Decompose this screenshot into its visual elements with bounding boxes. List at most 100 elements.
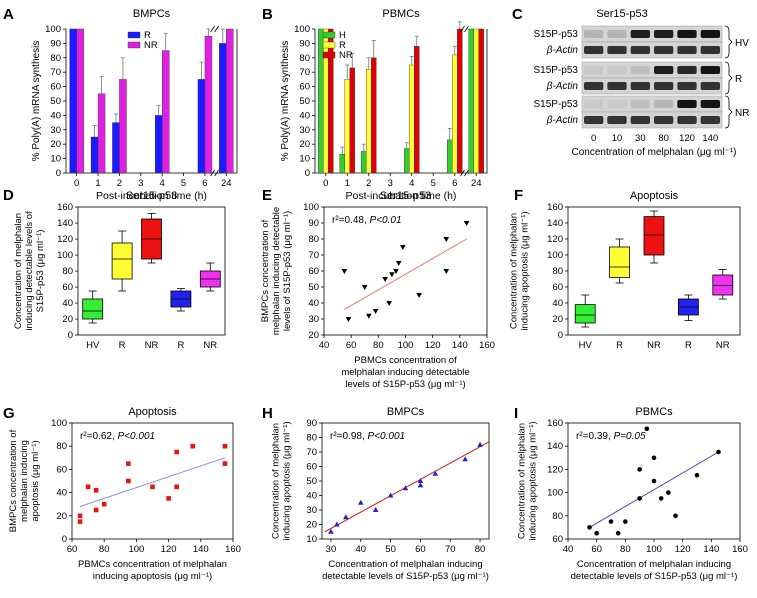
blot-band [700, 46, 720, 54]
bar-r-6 [197, 79, 206, 174]
x-tick-label: 0 [74, 178, 79, 189]
data-point [101, 501, 107, 507]
y-tick-label: 10 [299, 154, 310, 165]
y-tick-label: 60 [299, 82, 310, 93]
x-tick-label: 1 [95, 178, 100, 189]
y-tick-label: 60 [50, 82, 61, 93]
y-tick-label: 160 [57, 202, 73, 213]
x-axis-label: melphalan inducing detectable [341, 367, 469, 378]
bar-r-2 [112, 122, 120, 174]
y-tick-label: 100 [57, 250, 73, 261]
plot-frame [71, 422, 234, 540]
y-tick-label: 120 [547, 464, 563, 475]
data-point [126, 478, 131, 484]
bar-r-24 [219, 43, 227, 174]
data-point [150, 484, 155, 490]
data-point [432, 470, 439, 476]
blot-band [584, 30, 604, 38]
data-point [651, 478, 657, 484]
bar-r-1 [344, 79, 350, 174]
x-tick-label: 160 [225, 544, 241, 555]
data-point [389, 272, 395, 278]
data-point [222, 443, 228, 449]
axis-break-mark [210, 25, 215, 33]
axis-break-mark [464, 169, 469, 177]
x-axis-label: Post-incubation time (h) [346, 190, 457, 202]
y-tick-label: 20 [299, 139, 310, 150]
panel-letter-f: F [514, 187, 523, 204]
y-tick-label: 140 [547, 441, 563, 452]
panel-h-title: BMPCs [387, 406, 425, 418]
axis-break-mark [464, 25, 469, 33]
regression-line [344, 238, 467, 310]
y-tick-label: 60 [62, 282, 73, 293]
data-point [343, 514, 349, 520]
x-tick-label: 40 [563, 544, 574, 555]
y-tick-label: 30 [306, 505, 317, 516]
p-value: P<0.001 [368, 431, 406, 442]
x-tick-label: 120 [161, 544, 177, 555]
x-tick-label: 1 [345, 178, 350, 189]
blot-row-label: β-Actin [546, 45, 579, 56]
blot-group-label: HV [735, 38, 749, 49]
stats-annotation: r²=0.39, P=0.05 [576, 431, 646, 442]
y-axis-label: levels of S15P-p53 (μg ml⁻¹) [282, 211, 293, 331]
p-value: P=0.05 [614, 431, 646, 442]
x-tick-label: 70 [445, 544, 456, 555]
data-point [716, 449, 721, 455]
r-squared-value: r²=0.48, [332, 215, 370, 226]
axis-break-mark [214, 25, 219, 33]
x-tick-label: 24 [471, 178, 482, 189]
data-point [463, 221, 470, 226]
y-axis-label: Concentration of melphalan [271, 423, 282, 539]
x-tick-label: 60 [591, 544, 602, 555]
bar-nr-4 [414, 46, 420, 174]
group-brace [724, 61, 733, 95]
x-tick-label: 80 [99, 544, 110, 555]
y-tick-label: 100 [547, 250, 563, 261]
data-point [361, 285, 368, 290]
r-squared-value: r²=0.62, [80, 431, 118, 442]
axis-break-mark [210, 169, 215, 177]
bar-nr-6 [204, 36, 213, 174]
blot-band [607, 66, 627, 74]
y-tick-label: 30 [308, 314, 319, 325]
y-tick-label: 20 [308, 330, 319, 341]
data-point [402, 485, 409, 491]
data-point [387, 492, 394, 498]
y-axis-label: % Poly(A) mRNA synthesis [31, 41, 42, 162]
x-tick-label: HV [579, 340, 593, 351]
y-axis-label: % Poly(A) mRNA synthesis [280, 41, 291, 162]
blot-band [654, 82, 674, 90]
y-tick-label: 120 [57, 234, 73, 245]
x-tick-label: R [685, 340, 692, 351]
r-squared-value: r²=0.98, [330, 431, 368, 442]
bar-r-4 [154, 115, 163, 174]
stats-annotation: r²=0.62, P<0.001 [80, 431, 155, 442]
y-tick-label: 80 [56, 441, 67, 452]
blot-band [607, 46, 627, 54]
x-tick-label: 100 [398, 340, 414, 351]
blot-band [654, 66, 674, 74]
blot-band [700, 30, 720, 38]
x-tick-label: 140 [703, 544, 719, 555]
data-point [382, 277, 388, 282]
y-tick-label: 20 [306, 520, 317, 531]
y-tick-label: 80 [308, 234, 319, 245]
blot-band [630, 66, 650, 74]
x-tick-label: 160 [479, 340, 495, 351]
x-tick-label: 60 [415, 544, 426, 555]
y-tick-label: 10 [50, 154, 61, 165]
x-tick-label: 120 [425, 340, 441, 351]
blot-band [700, 116, 720, 124]
y-tick-label: 160 [547, 202, 563, 213]
blot-band [584, 46, 604, 54]
panel-letter-i: I [514, 405, 518, 422]
panel-letter-e: E [262, 187, 272, 204]
y-tick-label: 90 [306, 418, 317, 429]
x-axis-label: Concentration of melphalan (μg ml⁻¹) [572, 147, 737, 158]
y-tick-label: 100 [547, 488, 563, 499]
x-tick-label: 100 [128, 544, 144, 555]
blot-band [630, 30, 650, 38]
bar-r-6 [452, 54, 458, 174]
